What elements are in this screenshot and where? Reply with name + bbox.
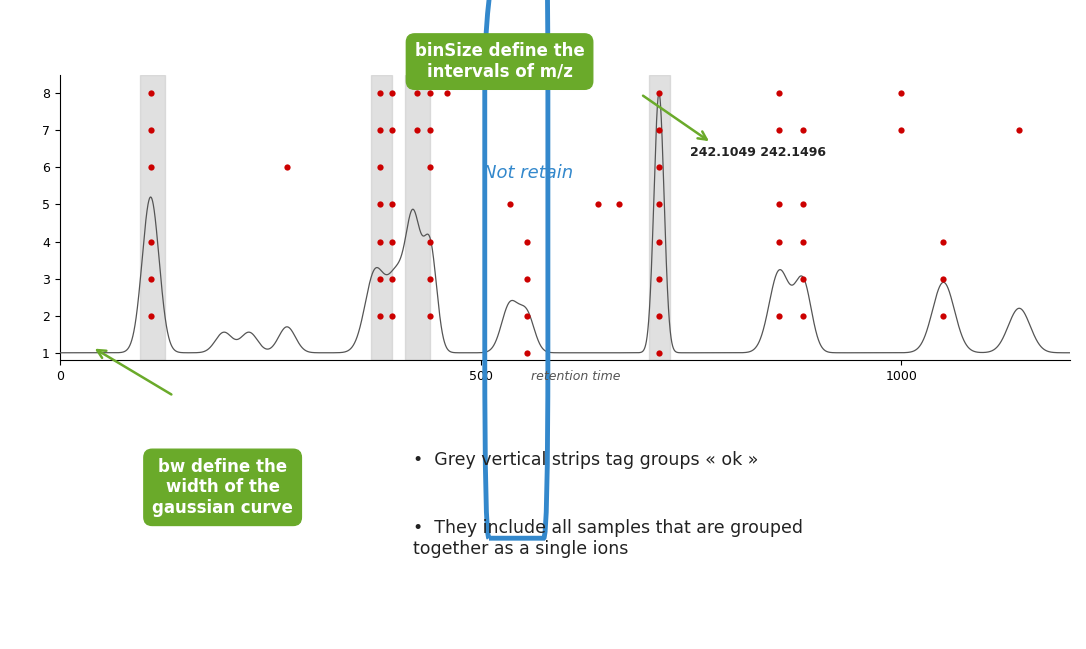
Text: retention time: retention time [531, 370, 620, 383]
Text: binSize define the
intervals of m/z: binSize define the intervals of m/z [415, 42, 584, 81]
Bar [371, 75, 392, 360]
Text: •  They include all samples that are grouped
together as a single ions: • They include all samples that are grou… [413, 519, 803, 558]
Text: Not retain: Not retain [483, 164, 573, 182]
Text: 242.1049 242.1496: 242.1049 242.1496 [690, 146, 825, 159]
Text: •  Grey vertical strips tag groups « ok »: • Grey vertical strips tag groups « ok » [413, 451, 758, 469]
Bar [140, 75, 165, 360]
Bar [649, 75, 670, 360]
Text: bw define the
width of the
gaussian curve: bw define the width of the gaussian curv… [152, 458, 293, 517]
Bar [405, 75, 430, 360]
